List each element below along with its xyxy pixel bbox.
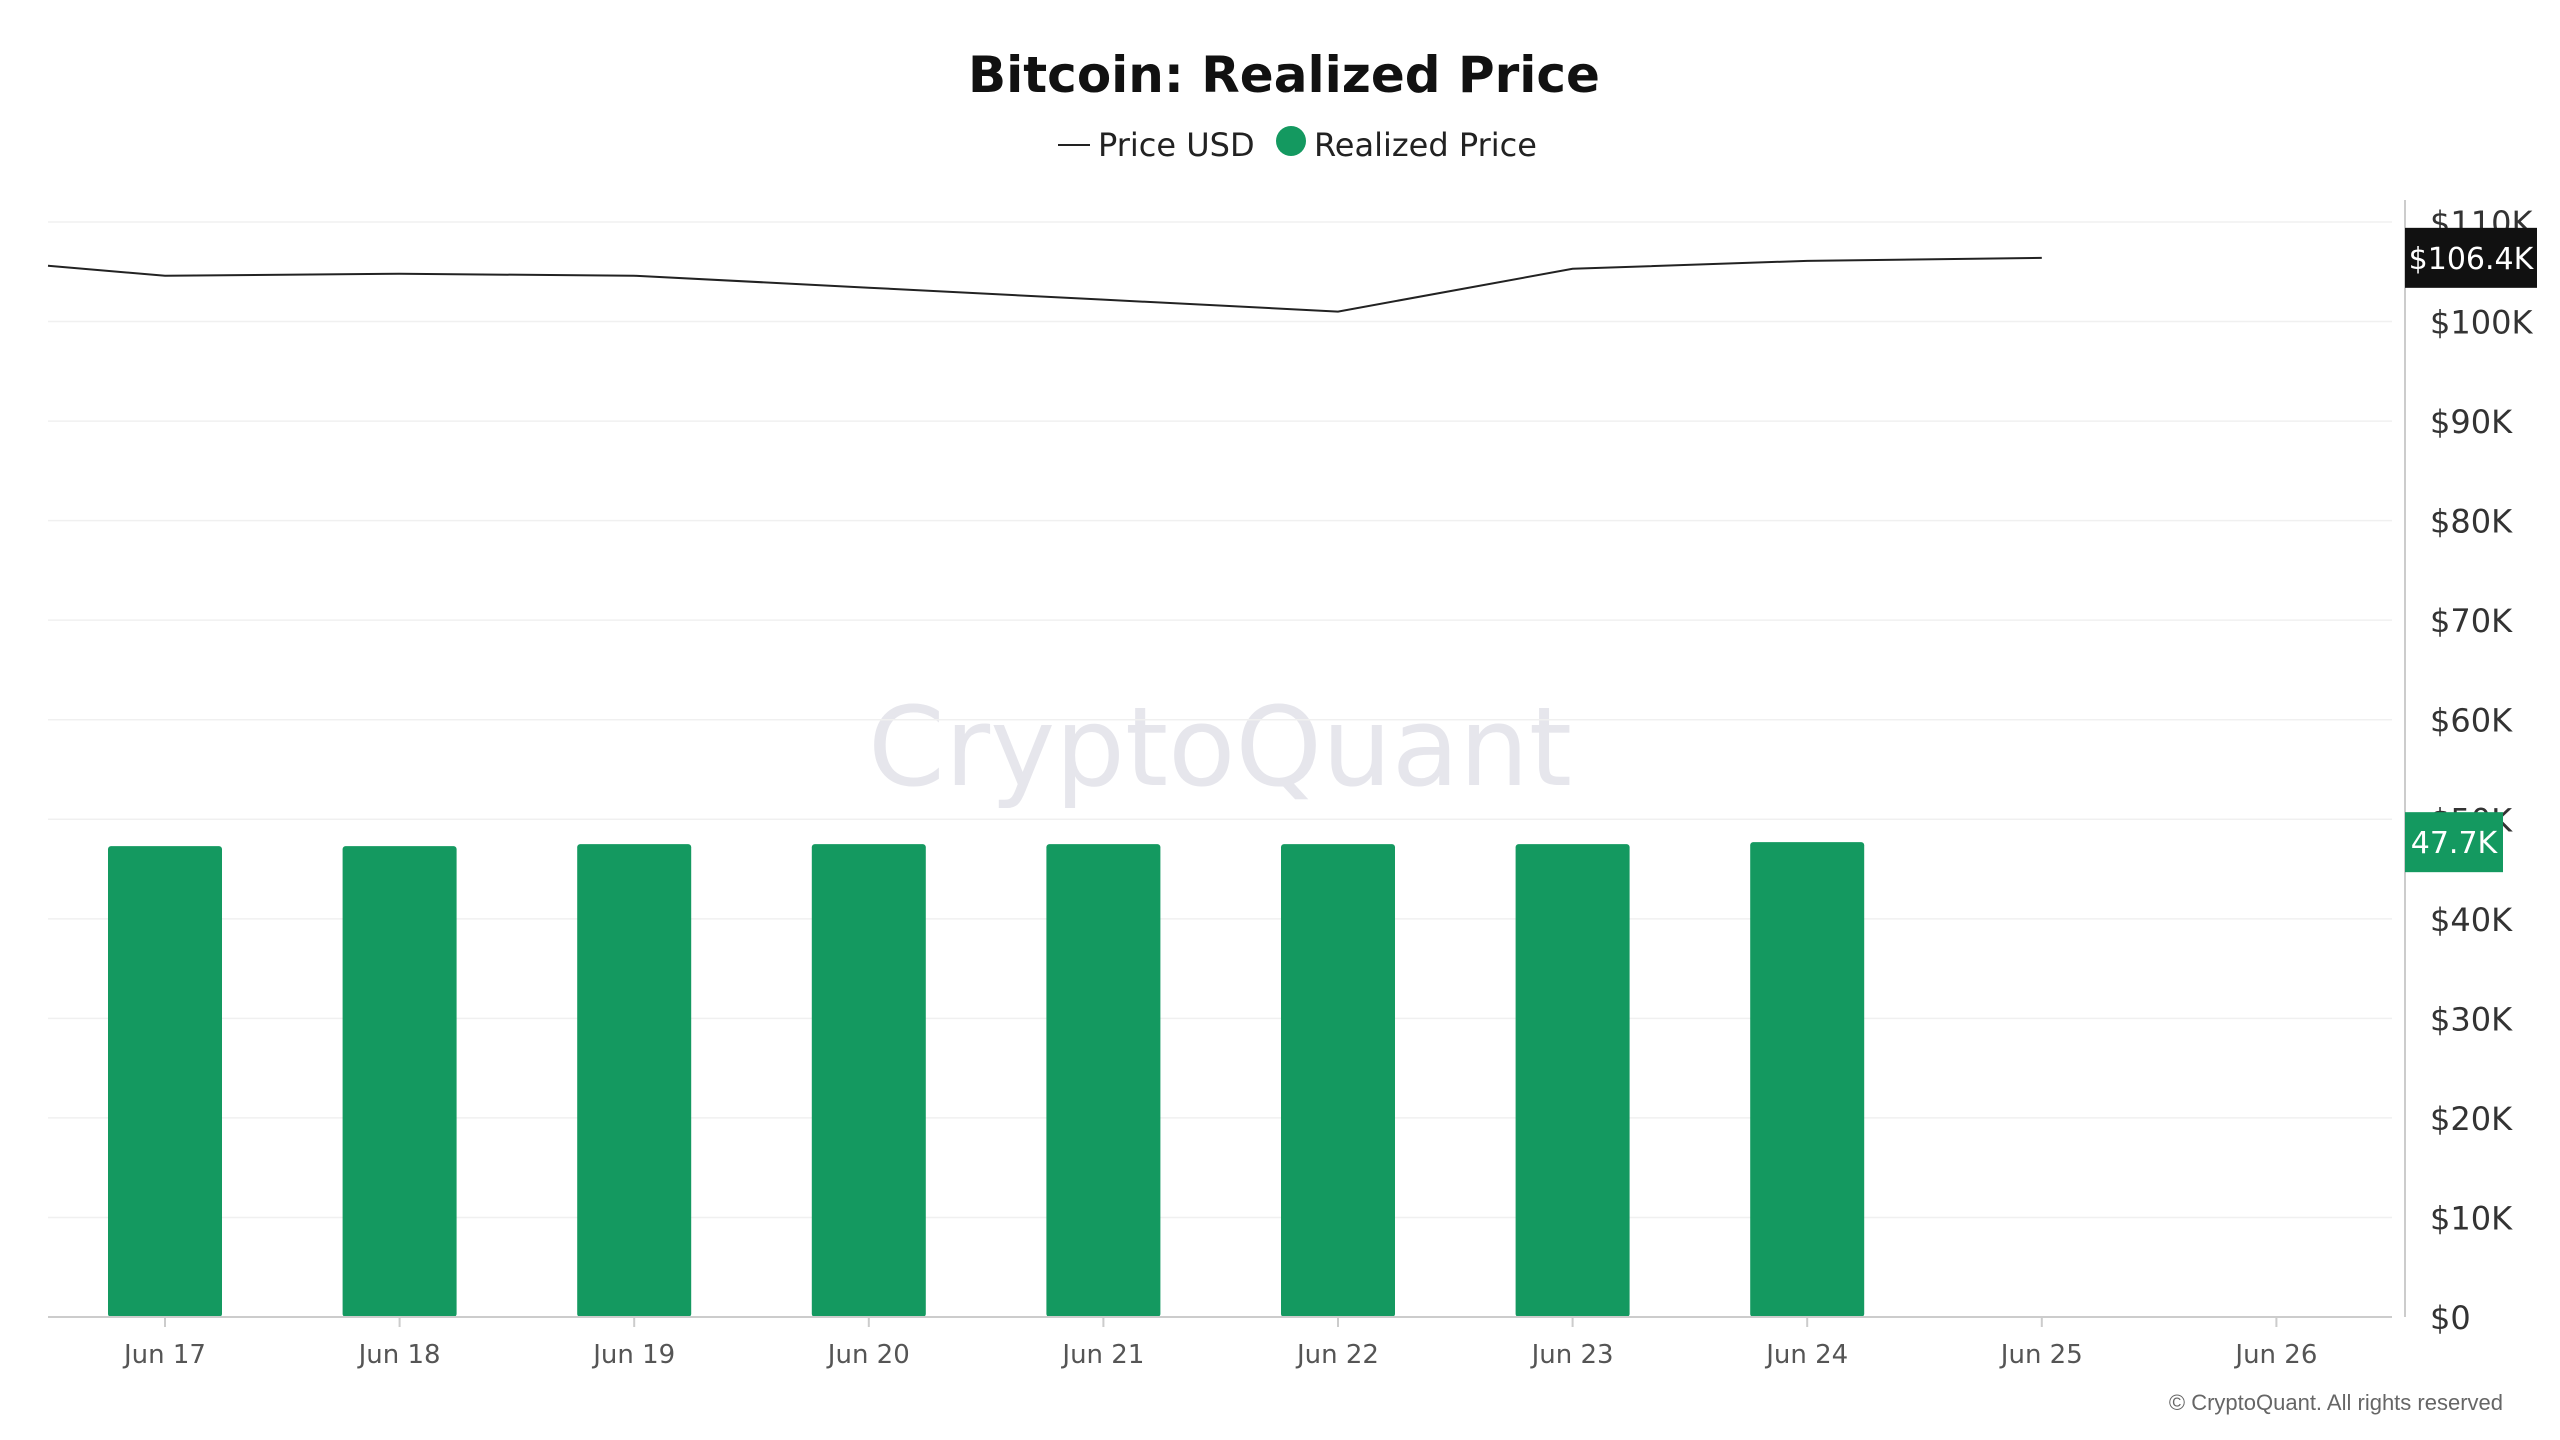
realized-price-bar[interactable] [108,846,222,1317]
realized-price-bars [108,842,1865,1317]
chart-title: Bitcoin: Realized Price [968,46,1600,104]
x-tick-label: Jun 17 [122,1340,206,1370]
y-tick-label: $10K [2430,1199,2513,1237]
x-tick-label: Jun 23 [1530,1340,1614,1370]
legend-realized-price-label[interactable]: Realized Price [1314,126,1537,164]
x-tick-label: Jun 18 [357,1340,441,1370]
x-tick-label: Jun 25 [1999,1340,2083,1370]
x-tick-label: Jun 21 [1060,1340,1144,1370]
realized-price-bar[interactable] [1515,844,1630,1317]
y-tick-label: $0 [2430,1299,2471,1337]
watermark-logo: CryptoQuant [868,683,1572,811]
x-tick-label: Jun 24 [1764,1340,1848,1370]
y-tick-label: $70K [2430,602,2513,640]
realized-price-bar[interactable] [1750,842,1865,1317]
realized-price-last-value-label: 47.7K [2411,826,2499,861]
y-tick-label: $30K [2430,1000,2513,1038]
legend: Price USD Realized Price [1058,126,1537,164]
realized-price-last-value-badge [2405,812,2503,873]
realized-price-bar[interactable] [1046,844,1161,1317]
realized-price-bar[interactable] [1281,844,1395,1317]
realized-price-bar[interactable] [811,844,926,1317]
y-tick-label: $60K [2430,702,2513,740]
y-tick-label: $100K [2430,304,2533,342]
y-tick-label: $80K [2430,503,2513,541]
legend-realized-price-swatch [1276,126,1306,156]
y-tick-label: $20K [2430,1100,2513,1138]
realized-price-bar[interactable] [342,846,457,1317]
y-tick-label: $90K [2430,403,2513,441]
x-tick-label: Jun 26 [2233,1340,2317,1370]
price-usd-last-value-badge [2405,227,2537,288]
legend-price-usd-label[interactable]: Price USD [1098,126,1255,164]
price-usd-line-group [47,256,2042,313]
value-badges: $106.4K 47.7K [2405,227,2537,873]
price-usd-line[interactable] [47,256,2042,313]
realized-price-bar[interactable] [577,844,692,1317]
y-tick-label: $40K [2430,901,2513,939]
x-tick-label: Jun 22 [1295,1340,1379,1370]
x-tick-label: Jun 20 [826,1340,910,1370]
copyright-credit: © CryptoQuant. All rights reserved [2169,1390,2503,1415]
price-usd-last-value-label: $106.4K [2409,242,2535,277]
x-tick-label: Jun 19 [591,1340,675,1370]
